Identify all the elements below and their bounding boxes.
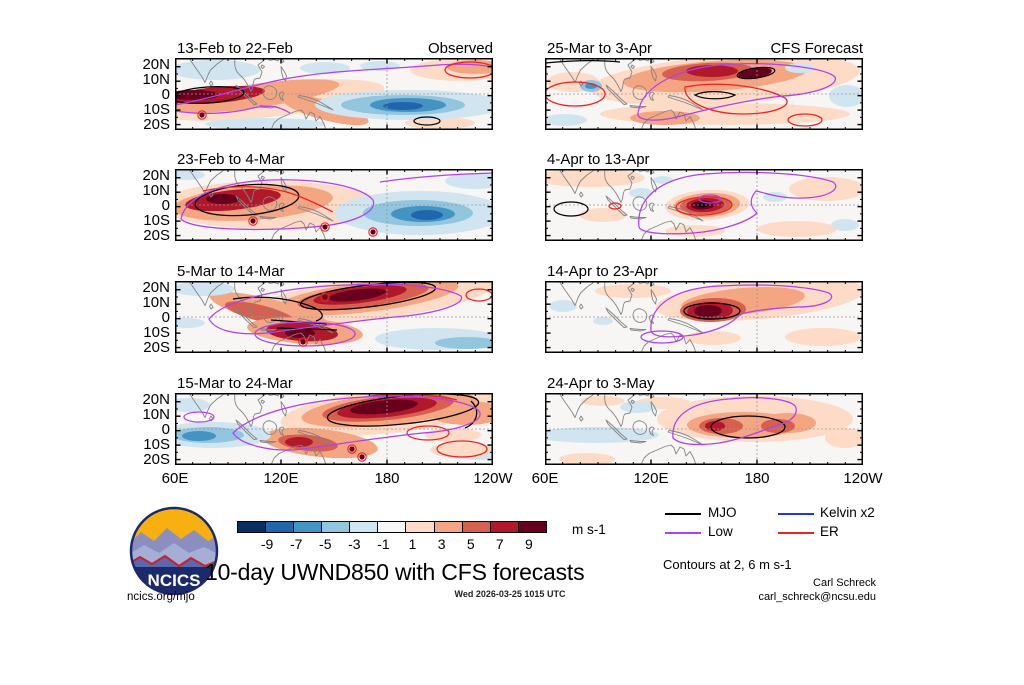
map-plot xyxy=(545,281,863,353)
figure-title: 10-day UWND850 with CFS forecasts xyxy=(205,559,585,585)
legend-label: MJO xyxy=(708,505,737,520)
colorbar-tick-label: -7 xyxy=(289,536,303,552)
colorbar-tick-label: 7 xyxy=(495,536,504,552)
colorbar-cell xyxy=(377,521,407,533)
panel-forecast-3: 14-Apr to 23-Apr xyxy=(545,263,863,353)
lon-tick-label: 120E xyxy=(633,470,669,487)
map-plot xyxy=(175,58,493,130)
lat-tick-label: 10N xyxy=(142,406,170,423)
lat-tick-label: 10S xyxy=(143,436,170,453)
panel-title: 13-Feb to 22-Feb xyxy=(177,40,293,57)
lat-tick-label: 10N xyxy=(142,294,170,311)
colorbar-tick-label: 1 xyxy=(408,536,417,552)
map-plot xyxy=(175,393,493,465)
panel-observed-4: 15-Mar to 24-Mar xyxy=(175,375,493,465)
colorbar-tick-label: 3 xyxy=(437,536,446,552)
colorbar-tick-label: -3 xyxy=(348,536,361,552)
panel-title: 14-Apr to 23-Apr xyxy=(547,263,658,280)
panel-observed-2: 23-Feb to 4-Mar xyxy=(175,151,493,241)
legend-line-kelvin-x2 xyxy=(778,513,814,515)
colorbar-cell xyxy=(405,521,435,533)
panel-forecast-4: 24-Apr to 3-May xyxy=(545,375,863,465)
ncics-logo: NCICS xyxy=(129,506,219,596)
panel-forecast-1: 25-Mar to 3-Apr CFS Forecast xyxy=(545,40,863,130)
lat-tick-label: 10N xyxy=(142,71,170,88)
map-plot xyxy=(545,58,863,130)
lon-tick-label: 60E xyxy=(161,470,189,487)
colorbar-cell xyxy=(349,521,379,533)
lat-tick-label: 20N xyxy=(142,56,170,73)
lat-tick-label: 0 xyxy=(161,86,170,103)
panel-title: 5-Mar to 14-Mar xyxy=(177,263,285,280)
lat-tick-label: 20S xyxy=(143,339,170,356)
lon-tick-label: 120W xyxy=(843,470,883,487)
lat-tick-label: 10S xyxy=(143,212,170,229)
lat-tick-label: 20S xyxy=(143,451,170,468)
map-plot xyxy=(545,169,863,241)
lat-tick-label: 10S xyxy=(143,324,170,341)
colorbar-cell xyxy=(265,521,295,533)
colorbar-cell xyxy=(461,521,491,533)
lon-tick-label: 120W xyxy=(473,470,513,487)
colorbar-cell xyxy=(489,521,519,533)
lat-tick-label: 20N xyxy=(142,391,170,408)
lon-tick-label: 60E xyxy=(531,470,559,487)
lat-tick-label: 0 xyxy=(161,309,170,326)
panel-title: 25-Mar to 3-Apr xyxy=(547,40,653,57)
column-label-forecast: CFS Forecast xyxy=(770,40,863,57)
lat-tick-label: 20N xyxy=(142,279,170,296)
lat-tick-label: 20S xyxy=(143,227,170,244)
timestamp: Wed 2026-03-25 1015 UTC xyxy=(454,589,566,599)
panel-forecast-2: 4-Apr to 13-Apr xyxy=(545,151,863,241)
map-plot xyxy=(175,281,493,353)
colorbar-cell xyxy=(433,521,463,533)
colorbar-cell xyxy=(293,521,323,533)
lon-tick-label: 180 xyxy=(744,470,770,487)
website-url: ncics.org/mjo xyxy=(127,591,195,603)
map-plot xyxy=(175,169,493,241)
lon-tick-label: 180 xyxy=(374,470,400,487)
colorbar-cell xyxy=(237,521,267,533)
panel-title: 4-Apr to 13-Apr xyxy=(547,151,650,168)
credit-email: carl_schreck@ncsu.edu xyxy=(758,591,876,603)
lat-tick-label: 10N xyxy=(142,182,170,199)
lat-tick-label: 0 xyxy=(161,197,170,214)
legend-line-mjo xyxy=(665,513,701,515)
legend-line-low xyxy=(665,532,701,534)
legend-label: Low xyxy=(708,524,733,539)
lat-tick-label: 20S xyxy=(143,116,170,133)
legend-label: Kelvin x2 xyxy=(820,505,875,520)
lat-tick-label: 20N xyxy=(142,167,170,184)
panel-observed-3: 5-Mar to 14-Mar xyxy=(175,263,493,353)
logo-text: NCICS xyxy=(148,571,201,590)
legend-label: ER xyxy=(820,524,839,539)
map-plot xyxy=(545,393,863,465)
colorbar-units: m s-1 xyxy=(572,522,606,537)
lat-tick-label: 10S xyxy=(143,101,170,118)
colorbar xyxy=(237,521,547,533)
panel-title: 24-Apr to 3-May xyxy=(547,375,655,392)
panel-observed-1: 13-Feb to 22-Feb Observed xyxy=(175,40,493,130)
lon-tick-label: 120E xyxy=(263,470,299,487)
colorbar-tick-label: -1 xyxy=(377,536,390,552)
lat-tick-label: 0 xyxy=(161,421,170,438)
panel-title: 23-Feb to 4-Mar xyxy=(177,151,285,168)
colorbar-tick-label: 9 xyxy=(524,536,533,552)
colorbar-tick-label: -5 xyxy=(319,536,332,552)
contour-note: Contours at 2, 6 m s-1 xyxy=(663,557,792,572)
colorbar-cell xyxy=(321,521,351,533)
column-label-observed: Observed xyxy=(427,40,493,57)
colorbar-tick-label: -9 xyxy=(260,536,274,552)
colorbar-tick-label: 5 xyxy=(466,536,475,552)
legend-line-er xyxy=(778,532,814,534)
colorbar-cell xyxy=(517,521,547,533)
panel-title: 15-Mar to 24-Mar xyxy=(177,375,293,392)
credit-name: Carl Schreck xyxy=(813,577,876,589)
